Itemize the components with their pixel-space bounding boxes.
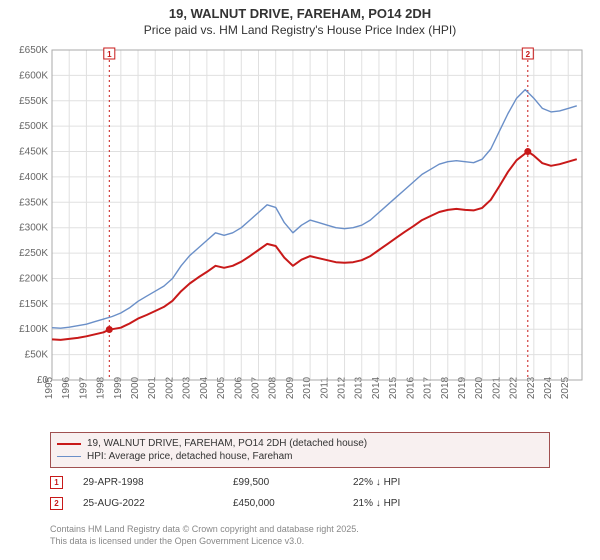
- svg-text:£300K: £300K: [19, 223, 48, 234]
- svg-text:£600K: £600K: [19, 70, 48, 81]
- chart-svg: £0£50K£100K£150K£200K£250K£300K£350K£400…: [8, 44, 592, 424]
- svg-text:£500K: £500K: [19, 121, 48, 132]
- svg-text:£650K: £650K: [19, 45, 48, 56]
- title-address: 19, WALNUT DRIVE, FAREHAM, PO14 2DH: [0, 6, 600, 23]
- legend-box: 19, WALNUT DRIVE, FAREHAM, PO14 2DH (det…: [50, 432, 550, 468]
- svg-text:£250K: £250K: [19, 248, 48, 259]
- svg-text:2: 2: [526, 50, 531, 59]
- legend-swatch: [57, 443, 81, 445]
- svg-text:£400K: £400K: [19, 172, 48, 183]
- sale-pct-vs-hpi: 22% ↓ HPI: [353, 477, 473, 488]
- sale-date: 25-AUG-2022: [83, 498, 233, 509]
- svg-text:£350K: £350K: [19, 197, 48, 208]
- legend-label: 19, WALNUT DRIVE, FAREHAM, PO14 2DH (det…: [87, 438, 367, 449]
- svg-text:£450K: £450K: [19, 147, 48, 158]
- sale-price: £450,000: [233, 498, 353, 509]
- sale-row: 2 25-AUG-2022£450,00021% ↓ HPI: [50, 493, 550, 514]
- sale-marker-badge: 1: [50, 476, 63, 489]
- svg-text:£150K: £150K: [19, 299, 48, 310]
- legend-row: 19, WALNUT DRIVE, FAREHAM, PO14 2DH (det…: [57, 437, 543, 450]
- legend-label: HPI: Average price, detached house, Fare…: [87, 451, 293, 462]
- sale-marker-badge: 2: [50, 497, 63, 510]
- svg-text:£200K: £200K: [19, 273, 48, 284]
- footer-attribution: Contains HM Land Registry data © Crown c…: [50, 524, 359, 547]
- title-block: 19, WALNUT DRIVE, FAREHAM, PO14 2DH Pric…: [0, 0, 600, 38]
- legend-swatch: [57, 456, 81, 457]
- footer-line2: This data is licensed under the Open Gov…: [50, 536, 359, 548]
- svg-text:£100K: £100K: [19, 324, 48, 335]
- chart-area: £0£50K£100K£150K£200K£250K£300K£350K£400…: [8, 44, 592, 424]
- footer-line1: Contains HM Land Registry data © Crown c…: [50, 524, 359, 536]
- sale-pct-vs-hpi: 21% ↓ HPI: [353, 498, 473, 509]
- sale-date: 29-APR-1998: [83, 477, 233, 488]
- sale-row: 1 29-APR-1998£99,50022% ↓ HPI: [50, 472, 550, 493]
- sale-markers-table: 1 29-APR-1998£99,50022% ↓ HPI 2 25-AUG-2022…: [50, 472, 550, 514]
- svg-text:£550K: £550K: [19, 96, 48, 107]
- legend-row: HPI: Average price, detached house, Fare…: [57, 450, 543, 463]
- sale-price: £99,500: [233, 477, 353, 488]
- title-subtitle: Price paid vs. HM Land Registry's House …: [0, 23, 600, 39]
- svg-text:1: 1: [107, 50, 112, 59]
- svg-text:£50K: £50K: [25, 350, 49, 361]
- chart-container: 19, WALNUT DRIVE, FAREHAM, PO14 2DH Pric…: [0, 0, 600, 560]
